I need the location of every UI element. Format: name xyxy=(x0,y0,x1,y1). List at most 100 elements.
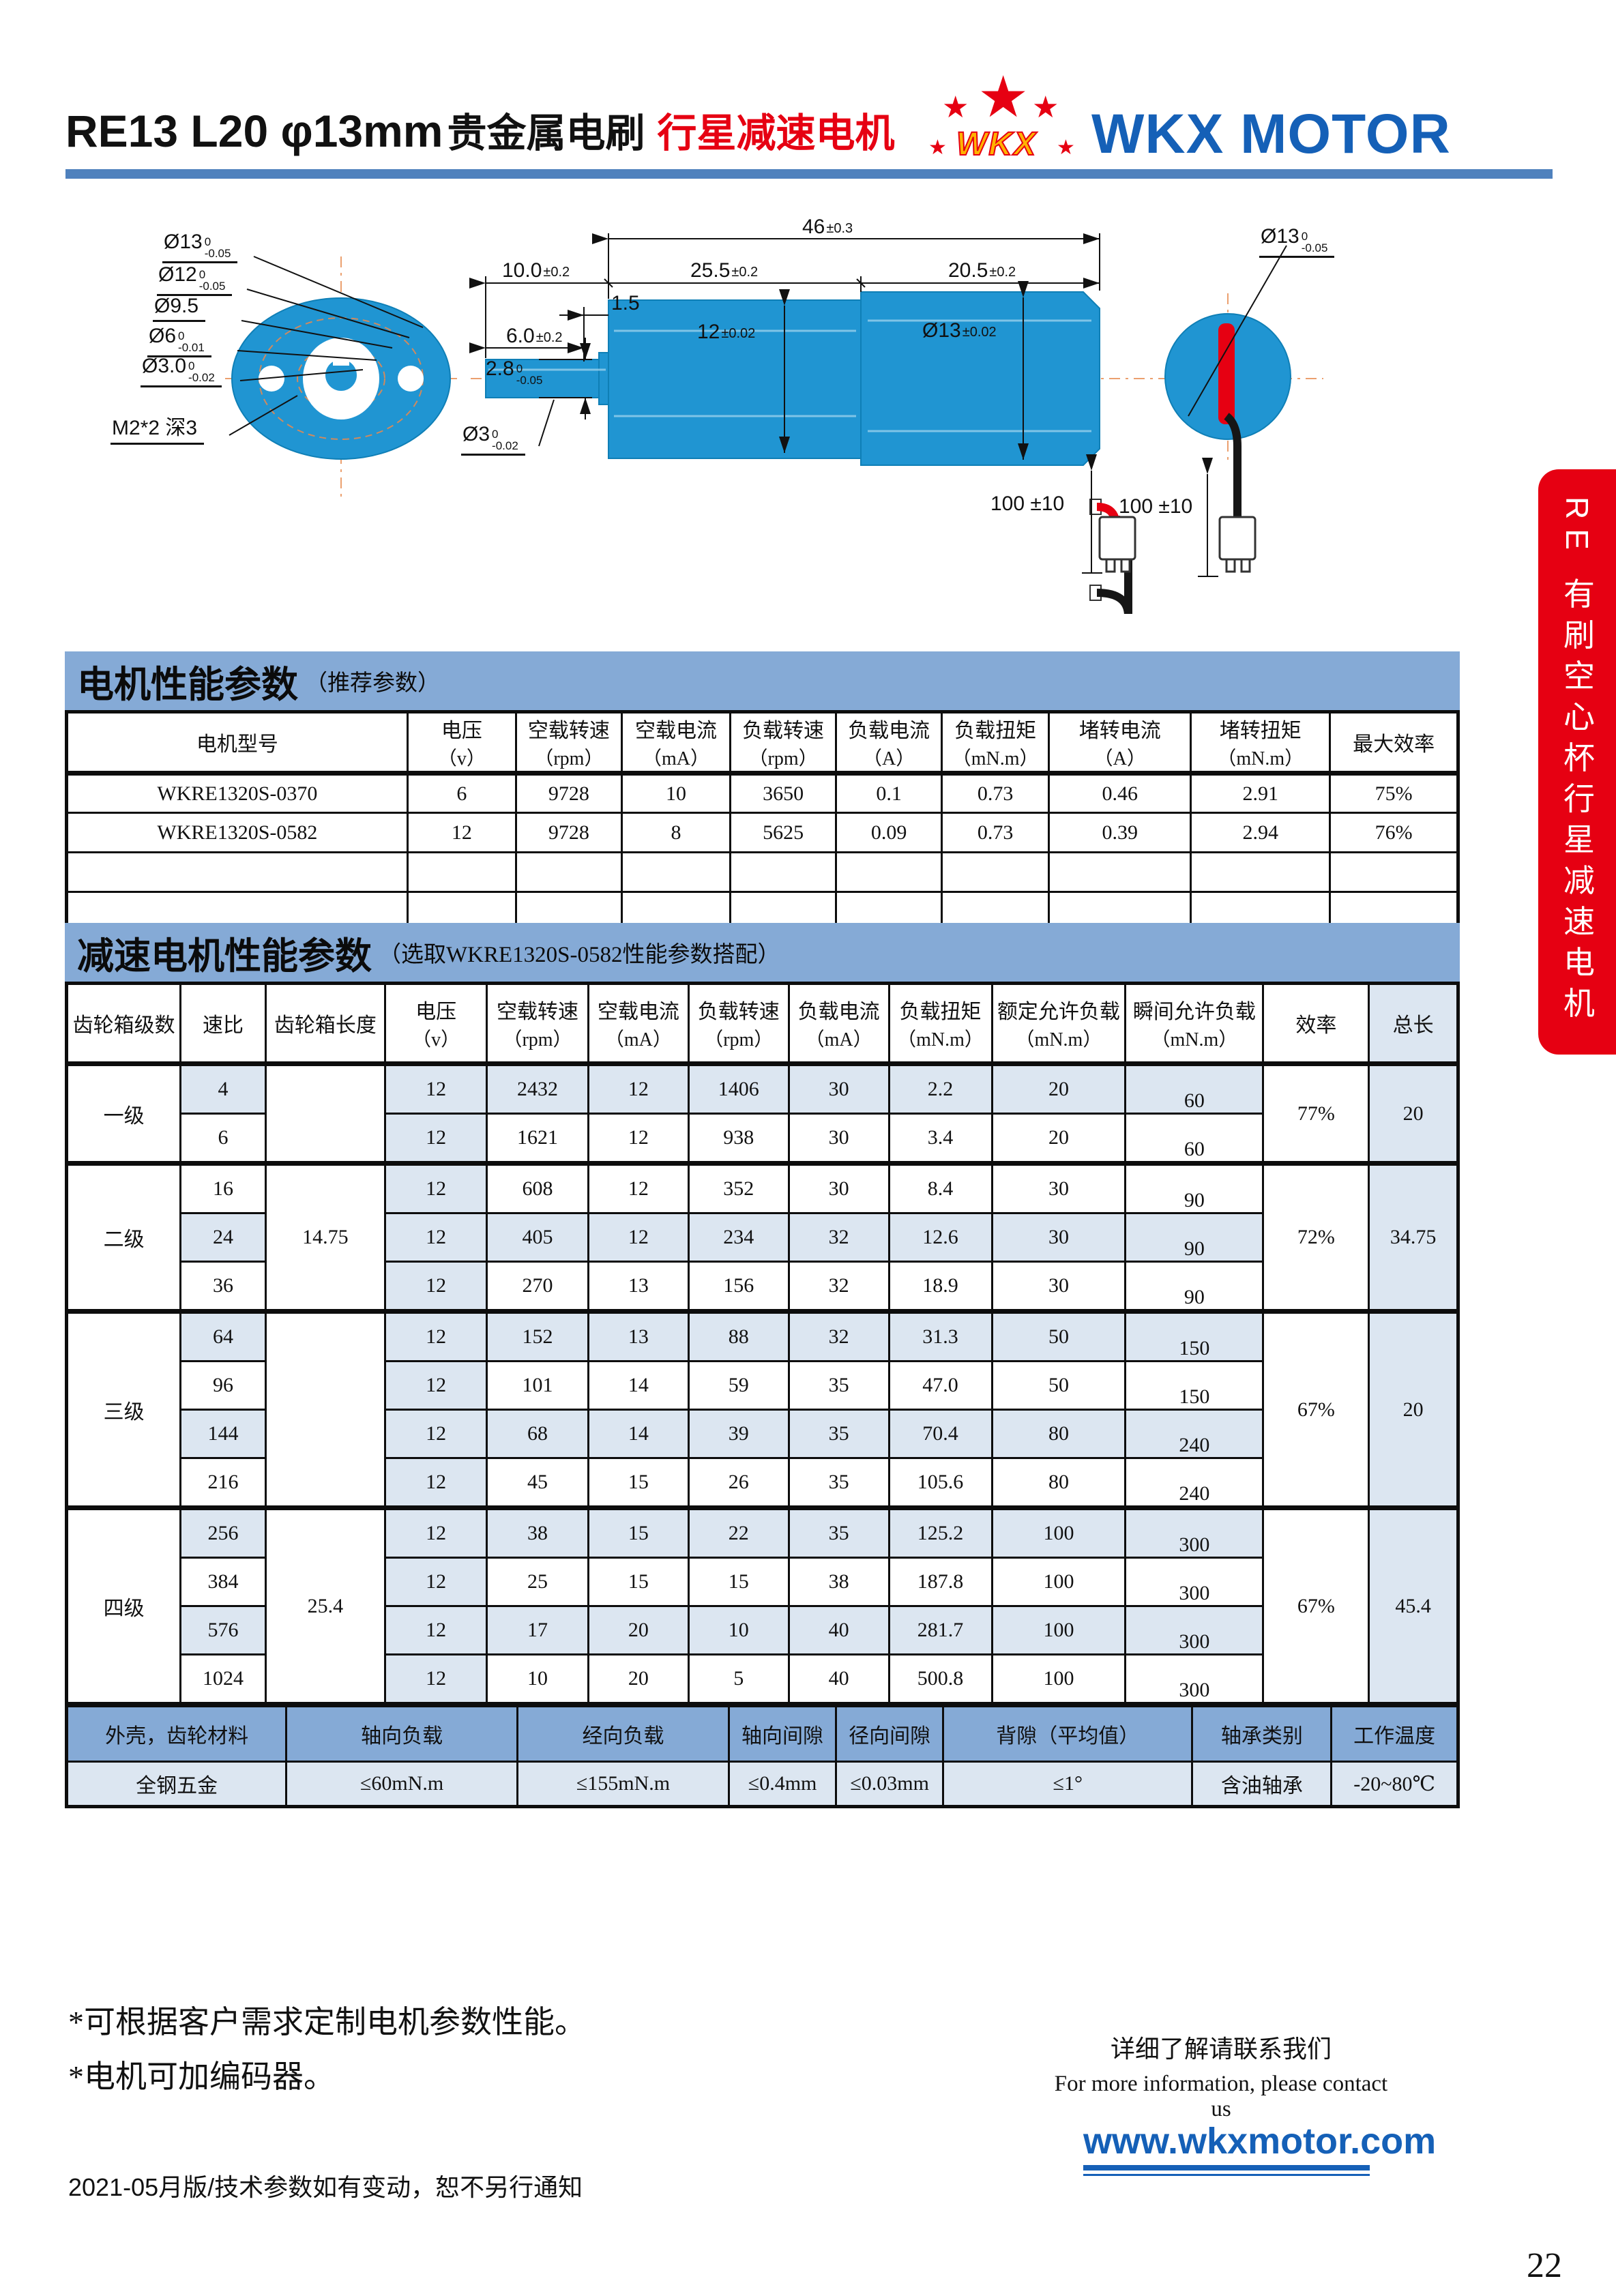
col-material: 外壳，齿轮材料 xyxy=(65,1705,288,1763)
cell-stage: 一级 xyxy=(65,1061,182,1164)
cell-v: 12 xyxy=(384,1212,488,1263)
cell-ls: 3650 xyxy=(729,772,838,814)
col-stages: 齿轮箱级数 xyxy=(65,982,182,1066)
cell-lc: 32 xyxy=(787,1261,890,1312)
cell-lt: 0.73 xyxy=(941,812,1051,853)
col-radial-play: 径向间隙 xyxy=(835,1705,945,1763)
cell-lt: 47.0 xyxy=(887,1360,993,1411)
cell-v: 12 xyxy=(384,1557,488,1607)
cell-rated: 30 xyxy=(990,1212,1127,1263)
col-load-speed: 负载转速 （rpm） xyxy=(729,711,838,776)
cell-lt: 31.3 xyxy=(887,1309,993,1362)
cell-radial-load: ≤155mN.m xyxy=(516,1761,731,1808)
cell-v: 12 xyxy=(384,1161,488,1214)
cell-ratio: 144 xyxy=(179,1409,267,1459)
website-underline-thick xyxy=(1083,2165,1370,2170)
dim-label-205: 20.5 ±0.2 xyxy=(948,259,1016,282)
header-rule xyxy=(65,169,1553,179)
cell-ratio: 36 xyxy=(179,1261,267,1312)
logo-wordmark: WKX xyxy=(956,126,1037,163)
cell-v: 12 xyxy=(384,1653,488,1705)
star-icon: ★ xyxy=(978,66,1029,130)
table-row: 144 12 68 14 39 35 70.4 80 240 xyxy=(67,1409,1458,1459)
cell-inst: 90 xyxy=(1124,1261,1265,1312)
cell-nls: 608 xyxy=(486,1161,589,1214)
dim-label-28: 2.8 0 -0.05 xyxy=(486,357,543,387)
col-noload-speed: 空载转速 （rpm） xyxy=(486,982,589,1066)
star-icon: ★ xyxy=(1057,136,1075,159)
cell-ratio: 384 xyxy=(179,1557,267,1607)
cell-ls: 88 xyxy=(687,1309,790,1362)
cell-nlc: 14 xyxy=(587,1360,690,1411)
cell-inst: 300 xyxy=(1124,1505,1265,1559)
dim-label-m2: M2*2 深3 xyxy=(111,411,205,445)
cell-lc: 35 xyxy=(787,1409,890,1459)
cell-ratio: 216 xyxy=(179,1457,267,1509)
series-side-tab: RE 有刷空心杯行星减速电机 xyxy=(1538,469,1616,1055)
table-row: WKRE1320S-0370 6 9728 10 3650 0.1 0.73 0… xyxy=(65,772,1459,814)
cell-ls: 352 xyxy=(687,1161,790,1214)
motor-table-title-band: 电机性能参数 （推荐参数） xyxy=(65,651,1460,710)
cell-ratio: 6 xyxy=(179,1113,267,1164)
cell-lc: 32 xyxy=(787,1309,890,1362)
cell-v: 12 xyxy=(384,1457,488,1509)
col-voltage: 电压 （v） xyxy=(384,982,488,1066)
cell-ratio: 16 xyxy=(179,1161,267,1214)
table-row: 6 12 1621 12 938 30 3.4 20 60 xyxy=(67,1113,1458,1164)
cell-axial-load: ≤60mN.m xyxy=(285,1761,518,1808)
cell-eff: 76% xyxy=(1329,812,1459,853)
cell-radial-play: ≤0.03mm xyxy=(835,1761,945,1808)
cell-st: 2.94 xyxy=(1190,812,1332,853)
cell-eff: 67% xyxy=(1262,1309,1370,1509)
cell-nls: 9728 xyxy=(514,772,623,814)
cell-lc: 30 xyxy=(787,1061,890,1115)
cell-lc: 35 xyxy=(787,1505,890,1559)
col-noload-current: 空载电流 （mA） xyxy=(620,711,732,776)
col-load-torque: 负载扭矩 （mN.m） xyxy=(887,982,993,1066)
cell-inst: 300 xyxy=(1124,1605,1265,1655)
cell-nlc: 12 xyxy=(587,1061,690,1115)
col-backlash: 背隙（平均值） xyxy=(942,1705,1194,1763)
cell-nls: 2432 xyxy=(486,1061,589,1115)
cell-rated: 100 xyxy=(990,1605,1127,1655)
website-link[interactable]: www.wkxmotor.com xyxy=(1083,2121,1437,2162)
subtitle-black: 贵金属电刷 xyxy=(447,111,645,156)
dim-label-d13: Ø13 0 -0.05 xyxy=(162,231,238,263)
cell-inst: 300 xyxy=(1124,1557,1265,1607)
col-work-temp: 工作温度 xyxy=(1330,1705,1459,1763)
dim-label-255: 25.5 ±0.2 xyxy=(690,259,759,282)
table-row: 1024 12 10 20 5 40 500.8 100 300 xyxy=(67,1653,1458,1705)
cell-lc: 35 xyxy=(787,1457,890,1509)
cell-v: 12 xyxy=(384,1061,488,1115)
table-row: 二级 16 14.75 12 608 12 352 30 8.4 30 90 7… xyxy=(65,1161,1459,1312)
cell-lc: 0.1 xyxy=(835,772,943,814)
cell-v: 12 xyxy=(384,1113,488,1164)
col-total-length: 总长 xyxy=(1368,982,1459,1066)
table-row: 384 12 25 15 15 38 187.8 100 300 xyxy=(67,1557,1458,1607)
cell-lc: 40 xyxy=(787,1653,890,1705)
table-row: 216 12 45 15 26 35 105.6 80 240 xyxy=(67,1457,1458,1509)
wkx-star-logo: ★ ★ ★ ★ ★ WKX xyxy=(928,70,1076,176)
col-load-torque: 负载扭矩 （mN.m） xyxy=(941,711,1051,776)
cell-sc: 0.39 xyxy=(1048,812,1192,853)
col-gearbox-length: 齿轮箱长度 xyxy=(264,982,387,1066)
dim-label-d6: Ø6 0 -0.01 xyxy=(147,325,211,357)
cell-lt: 125.2 xyxy=(887,1505,993,1559)
cell-ls: 156 xyxy=(687,1261,790,1312)
dim-label-d12: Ø12 0 -0.05 xyxy=(157,263,233,296)
cell-lt: 8.4 xyxy=(887,1161,993,1214)
cell-lc: 40 xyxy=(787,1605,890,1655)
cell-nlc: 12 xyxy=(587,1161,690,1214)
star-icon: ★ xyxy=(928,136,947,159)
cell-v: 12 xyxy=(384,1505,488,1559)
cell-rated: 20 xyxy=(990,1061,1127,1115)
cell-rated: 30 xyxy=(990,1261,1127,1312)
cell-lc: 35 xyxy=(787,1360,890,1411)
cell-bearing-type: 含油轴承 xyxy=(1191,1761,1333,1808)
cell-lt: 3.4 xyxy=(887,1113,993,1164)
spec-values-row: 全钢五金 ≤60mN.m ≤155mN.m ≤0.4mm ≤0.03mm ≤1°… xyxy=(65,1761,1459,1808)
cell-nlc: 13 xyxy=(587,1309,690,1362)
cell-total: 34.75 xyxy=(1368,1161,1459,1312)
col-instant-load: 瞬间允许负载 （mN.m） xyxy=(1124,982,1265,1066)
